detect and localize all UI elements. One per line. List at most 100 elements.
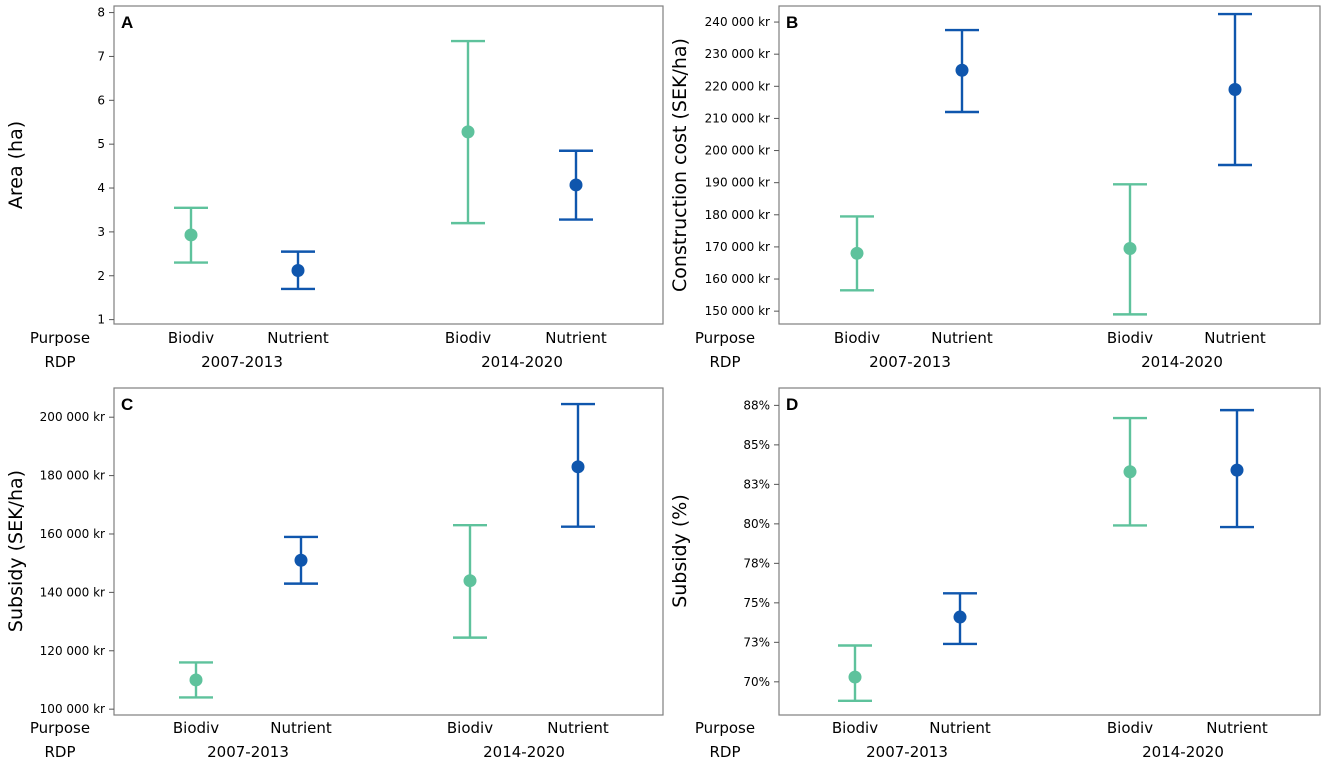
x-category-label: Nutrient — [929, 719, 991, 737]
error-bar-nutrient-2007-2013 — [284, 535, 318, 585]
mean-point — [291, 263, 305, 277]
x-category-label: Biodiv — [1107, 329, 1153, 347]
rdp-row-label: RDP — [44, 353, 75, 371]
purpose-row-label: Purpose — [695, 329, 755, 347]
mean-point — [850, 246, 864, 260]
y-tick-label: 210 000 kr — [705, 111, 770, 125]
y-tick-label: 200 000 kr — [705, 144, 770, 158]
x-category-label: Nutrient — [547, 719, 609, 737]
error-bar-biodiv-2014-2020 — [451, 39, 485, 225]
error-bar-nutrient-2014-2020 — [561, 402, 595, 528]
x-category-label: Biodiv — [173, 719, 219, 737]
chart-panel-c: C 100 000 kr 120 000 kr 140 000 kr 160 000 k… — [5, 387, 664, 761]
rdp-group-label: 2014-2020 — [1142, 743, 1224, 761]
x-category-label: Nutrient — [545, 329, 607, 347]
y-tick-label: 75% — [743, 596, 770, 610]
mean-point — [1123, 465, 1137, 479]
error-bar-nutrient-2014-2020 — [559, 149, 593, 221]
x-category-label: Nutrient — [1204, 329, 1266, 347]
rdp-group-label: 2007-2013 — [207, 743, 289, 761]
rdp-row-label: RDP — [709, 353, 740, 371]
purpose-row-label: Purpose — [30, 329, 90, 347]
mean-point — [461, 125, 475, 139]
purpose-row-label: Purpose — [30, 719, 90, 737]
y-tick-label: 100 000 kr — [40, 702, 105, 716]
y-tick-label: 180 000 kr — [705, 208, 770, 222]
rdp-group-label: 2014-2020 — [483, 743, 565, 761]
y-axis-label: Area (ha) — [5, 121, 27, 209]
y-tick-label: 73% — [743, 635, 770, 649]
mean-point — [848, 670, 862, 684]
rdp-group-label: 2007-2013 — [869, 353, 951, 371]
y-axis-label: Subsidy (%) — [669, 494, 691, 608]
x-category-label: Biodiv — [447, 719, 493, 737]
y-tick-label: 80% — [743, 517, 770, 531]
y-tick-label: 160 000 kr — [705, 272, 770, 286]
x-category-label: Biodiv — [832, 719, 878, 737]
y-tick-label: 180 000 kr — [40, 469, 105, 483]
rdp-group-label: 2014-2020 — [481, 353, 563, 371]
error-bar-biodiv-2014-2020 — [1113, 416, 1147, 527]
error-bar-nutrient-2007-2013 — [281, 250, 315, 291]
error-bar-biodiv-2007-2013 — [840, 215, 874, 292]
y-tick-label: 160 000 kr — [40, 527, 105, 541]
y-tick-label: 1 — [97, 313, 105, 327]
y-tick-label: 88% — [743, 398, 770, 412]
plot-frame — [778, 387, 1321, 716]
plot-frame — [113, 5, 664, 325]
y-tick-label: 170 000 kr — [705, 240, 770, 254]
rdp-group-label: 2007-2013 — [866, 743, 948, 761]
error-bar-nutrient-2007-2013 — [943, 592, 977, 646]
mean-point — [955, 63, 969, 77]
x-category-label: Biodiv — [834, 329, 880, 347]
purpose-row-label: Purpose — [695, 719, 755, 737]
mean-point — [569, 178, 583, 192]
x-category-label: Biodiv — [1107, 719, 1153, 737]
y-tick-label: 220 000 kr — [705, 79, 770, 93]
y-tick-label: 70% — [743, 675, 770, 689]
y-tick-label: 83% — [743, 477, 770, 491]
y-tick-label: 4 — [97, 181, 105, 195]
error-bar-biodiv-2007-2013 — [838, 644, 872, 702]
x-category-label: Nutrient — [267, 329, 329, 347]
mean-point — [184, 228, 198, 242]
rdp-group-label: 2014-2020 — [1141, 353, 1223, 371]
y-tick-label: 140 000 kr — [40, 585, 105, 599]
error-bar-nutrient-2014-2020 — [1220, 408, 1254, 529]
y-tick-label: 120 000 kr — [40, 644, 105, 658]
y-axis-label: Construction cost (SEK/ha) — [669, 38, 691, 292]
x-category-label: Nutrient — [931, 329, 993, 347]
rdp-group-label: 2007-2013 — [201, 353, 283, 371]
y-tick-label: 150 000 kr — [705, 304, 770, 318]
x-category-label: Biodiv — [445, 329, 491, 347]
error-bar-nutrient-2014-2020 — [1218, 12, 1252, 167]
chart-panel-b: B 150 000 kr 160 000 kr 170 000 kr 180 000 k… — [669, 5, 1321, 371]
y-axis-label: Subsidy (SEK/ha) — [5, 470, 27, 632]
plot-frame — [113, 387, 664, 716]
x-category-label: Nutrient — [1206, 719, 1268, 737]
y-tick-label: 8 — [97, 6, 105, 20]
y-tick-label: 5 — [97, 137, 105, 151]
panel-letter: B — [786, 13, 798, 32]
mean-point — [953, 610, 967, 624]
mean-point — [189, 673, 203, 687]
mean-point — [1228, 83, 1242, 97]
y-tick-label: 240 000 kr — [705, 15, 770, 29]
error-bar-biodiv-2007-2013 — [174, 206, 208, 264]
mean-point — [1230, 463, 1244, 477]
y-tick-label: 3 — [97, 225, 105, 239]
mean-point — [294, 553, 308, 567]
panel-letter: D — [786, 395, 798, 414]
error-bar-biodiv-2014-2020 — [1113, 183, 1147, 316]
error-bar-biodiv-2007-2013 — [179, 661, 213, 699]
rdp-row-label: RDP — [44, 743, 75, 761]
chart-panel-d: D 70% 73% 75% 78% 80% 83% 85% 88% Subsidy (%) Biod… — [669, 387, 1321, 761]
chart-panel-a: A 1 2 3 4 5 6 7 8 Area (ha) Biodiv Nutrient Biodiv Nu… — [5, 5, 664, 371]
x-category-label: Biodiv — [168, 329, 214, 347]
y-tick-label: 190 000 kr — [705, 176, 770, 190]
panel-letter: C — [121, 395, 133, 414]
panel-letter: A — [121, 13, 133, 32]
error-bar-nutrient-2007-2013 — [945, 28, 979, 114]
mean-point — [463, 574, 477, 588]
y-tick-label: 200 000 kr — [40, 410, 105, 424]
